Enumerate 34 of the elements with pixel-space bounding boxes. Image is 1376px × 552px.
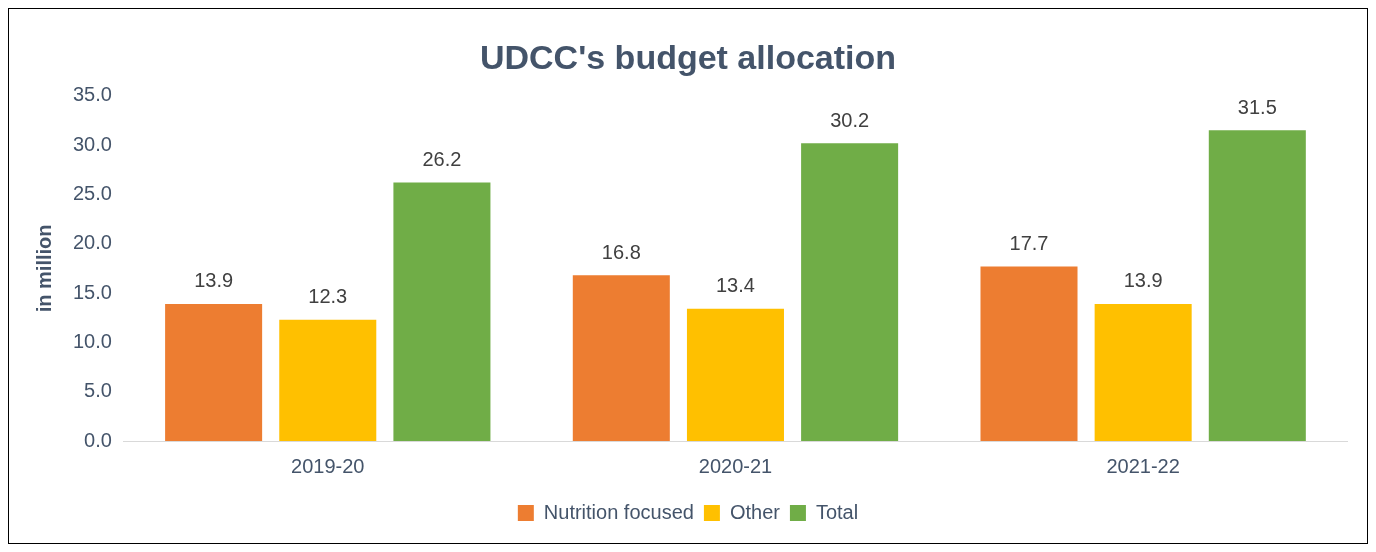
bar: [572, 275, 670, 441]
x-tick-label: 2020-21: [698, 454, 773, 477]
data-label: 13.9: [1123, 269, 1163, 292]
bar: [1094, 303, 1192, 441]
y-tick-label: 35.0: [72, 83, 112, 106]
data-label: 31.5: [1237, 95, 1277, 118]
bar: [393, 182, 491, 441]
y-tick-label: 30.0: [72, 132, 112, 155]
bar: [686, 308, 784, 441]
y-tick-label: 10.0: [72, 329, 112, 352]
data-label: 13.9: [194, 269, 234, 292]
bar: [279, 319, 377, 441]
data-label: 17.7: [1009, 231, 1049, 254]
data-label: 30.2: [830, 108, 870, 131]
data-label: 26.2: [422, 148, 462, 171]
bar: [1208, 130, 1306, 441]
chart-title: UDCC's budget allocation: [479, 37, 897, 76]
legend-label: Nutrition focused: [543, 500, 694, 523]
y-tick-label: 25.0: [72, 181, 112, 204]
legend-label: Total: [815, 500, 859, 523]
y-axis-title: in million: [32, 224, 55, 313]
legend-label: Other: [729, 500, 781, 523]
y-tick-label: 0.0: [84, 428, 112, 451]
data-label: 13.4: [715, 274, 755, 297]
y-tick-label: 15.0: [72, 280, 112, 303]
bar: [980, 266, 1078, 441]
bar: [165, 303, 263, 441]
x-tick-label: 2019-20: [291, 454, 365, 477]
data-label: 16.8: [601, 240, 641, 263]
x-tick-label: 2021-22: [1106, 454, 1180, 477]
y-tick-label: 5.0: [84, 379, 112, 402]
data-label: 12.3: [308, 285, 348, 308]
bar: [801, 143, 899, 441]
y-tick-label: 20.0: [72, 231, 112, 254]
